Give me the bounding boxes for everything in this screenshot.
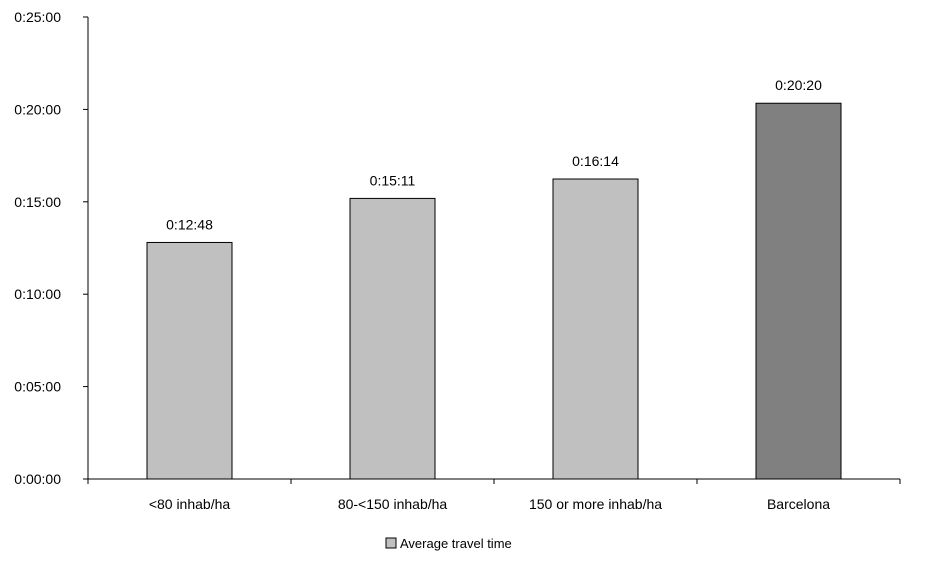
y-axis: 0:00:00 0:05:00 0:10:00 0:15:00 0:20:00 0:25:… xyxy=(14,9,89,487)
x-category-label: Barcelona xyxy=(767,496,830,512)
y-tick-label: 0:15:00 xyxy=(14,194,61,210)
x-category-label: 80-<150 inhab/ha xyxy=(338,496,448,512)
y-tick-label: 0:00:00 xyxy=(14,471,61,487)
bar-data-label: 0:20:20 xyxy=(775,77,822,93)
bar xyxy=(146,241,233,480)
y-tick-label: 0:25:00 xyxy=(14,9,61,25)
bar-data-label: 0:15:11 xyxy=(370,172,416,188)
x-category-label: <80 inhab/ha xyxy=(149,496,231,512)
legend-swatch xyxy=(385,537,397,549)
y-tick-label: 0:10:00 xyxy=(14,286,61,302)
bars xyxy=(146,102,842,480)
bar xyxy=(755,102,842,480)
legend-label: Average travel time xyxy=(400,536,512,551)
bar-data-label: 0:16:14 xyxy=(572,153,619,169)
x-category-label: 150 or more inhab/ha xyxy=(529,496,662,512)
y-tick-label: 0:20:00 xyxy=(14,101,61,117)
bar xyxy=(349,197,436,480)
data-labels: 0:12:48 0:15:11 0:16:14 0:20:20 xyxy=(166,77,822,232)
bar-data-label: 0:12:48 xyxy=(166,216,213,232)
x-axis: <80 inhab/ha 80-<150 inhab/ha 150 or more … xyxy=(87,478,901,512)
bar xyxy=(552,178,639,480)
y-tick-label: 0:05:00 xyxy=(14,379,61,395)
legend: Average travel time xyxy=(385,536,512,551)
